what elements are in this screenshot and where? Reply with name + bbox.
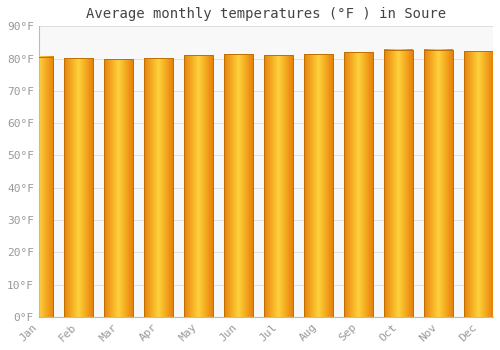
Bar [424, 49, 453, 317]
Bar [144, 58, 173, 317]
Bar [464, 51, 493, 317]
Bar [64, 58, 93, 317]
Bar [304, 54, 333, 317]
Bar [464, 51, 493, 317]
Bar [24, 57, 53, 317]
Bar [424, 49, 453, 317]
Bar [64, 58, 93, 317]
Bar [344, 52, 373, 317]
Title: Average monthly temperatures (°F ) in Soure: Average monthly temperatures (°F ) in So… [86, 7, 446, 21]
Bar [24, 57, 53, 317]
Bar [184, 55, 213, 317]
Bar [384, 49, 413, 317]
Bar [264, 55, 293, 317]
Bar [104, 59, 133, 317]
Bar [304, 54, 333, 317]
Bar [344, 52, 373, 317]
Bar [264, 55, 293, 317]
Bar [384, 49, 413, 317]
Bar [224, 54, 253, 317]
Bar [224, 54, 253, 317]
Bar [104, 59, 133, 317]
Bar [184, 55, 213, 317]
Bar [144, 58, 173, 317]
